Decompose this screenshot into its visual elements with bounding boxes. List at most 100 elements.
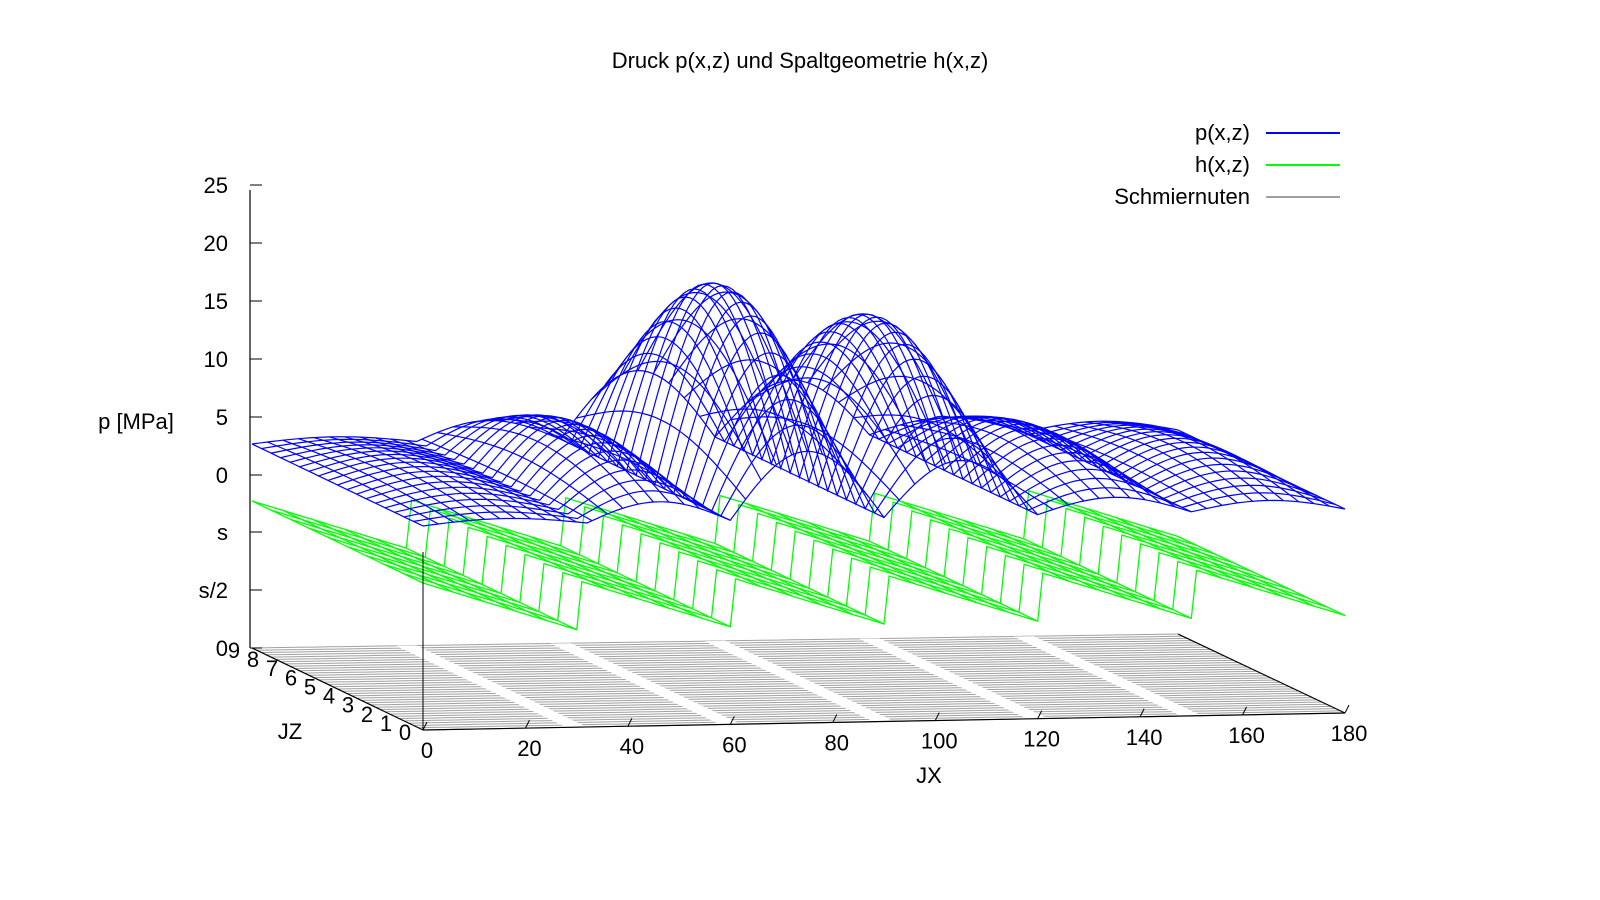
x-tick-label: 60: [722, 732, 746, 757]
pressure-surface: [251, 282, 1346, 527]
x-tick: [934, 712, 940, 721]
gap-mesh-line: [375, 538, 547, 621]
gap-mesh-line: [289, 507, 1216, 568]
gap-mesh-line: [384, 551, 1309, 613]
gap-mesh-line: [327, 525, 1253, 586]
x-tick: [832, 714, 838, 723]
h-tick-label: s: [217, 520, 228, 545]
gap-mesh-line: [899, 500, 1069, 582]
z-tick-label: 0: [216, 463, 228, 488]
z-tick-label: 20: [204, 231, 228, 256]
x-tick: [627, 717, 633, 727]
pressure-mesh-line: [1008, 427, 1177, 508]
chart-title: Druck p(x,z) und Spaltgeometrie h(x,z): [612, 48, 989, 73]
y-tick-label: 9: [228, 638, 240, 663]
z-axis-label: p [MPa]: [98, 409, 174, 434]
z-tick-label: 10: [204, 347, 228, 372]
gap-surface: [251, 490, 1346, 631]
x-tick: [1344, 704, 1350, 714]
pressure-mesh-line: [575, 410, 747, 500]
x-tick: [1037, 710, 1043, 719]
groove-gap: [550, 643, 741, 725]
x-axis-line: [422, 712, 1346, 731]
z-tick-label: 15: [204, 289, 228, 314]
gap-mesh-line: [776, 512, 946, 594]
pressure-mesh-line: [498, 415, 670, 503]
pressure-mesh-line: [1116, 420, 1284, 502]
pressure-mesh-line: [900, 424, 1069, 506]
gap-mesh-line: [365, 543, 1290, 604]
pressure-mesh-line: [714, 436, 885, 519]
pressure-mesh-line: [791, 313, 962, 461]
x-tick-label: 80: [825, 730, 849, 755]
pressure-mesh-line: [1146, 424, 1315, 505]
x-tick-label: 120: [1023, 727, 1060, 752]
pressure-mesh-line: [560, 438, 731, 521]
pressure-mesh-line: [390, 438, 562, 522]
pressure-mesh-line: [468, 418, 639, 505]
x-tick: [1242, 706, 1248, 716]
x-tick: [524, 719, 530, 729]
pressure-mesh-line: [529, 426, 700, 509]
gap-mesh-line: [251, 490, 1179, 550]
pressure-mesh-line: [1162, 426, 1330, 507]
gap-mesh-line: [1054, 498, 1223, 579]
pressure-mesh-line: [1023, 431, 1192, 513]
x-tick-label: 20: [517, 736, 541, 761]
pressure-mesh-line: [652, 291, 824, 455]
pressure-mesh-line: [375, 437, 547, 521]
gap-mesh-line: [622, 514, 793, 597]
y-tick-label: 8: [247, 647, 259, 672]
pressure-mesh-line: [699, 408, 870, 498]
gap-mesh-line: [422, 569, 1346, 631]
gap-mesh-line: [529, 535, 700, 619]
groove-gap: [859, 638, 1048, 719]
gap-mesh-line: [714, 542, 885, 625]
y-tick-label: 4: [323, 684, 335, 709]
gap-mesh-line: [1085, 507, 1254, 589]
gap-mesh-line: [591, 505, 762, 588]
gap-mesh-line: [961, 519, 1131, 601]
pressure-mesh-line: [591, 360, 762, 481]
pressure-mesh-line: [1054, 425, 1223, 506]
pressure-mesh-line: [884, 428, 1054, 511]
gap-mesh-line: [869, 540, 1038, 622]
x-tick: [422, 721, 428, 731]
pressure-mesh-line: [869, 434, 1038, 516]
pressure-mesh-line: [406, 439, 577, 523]
pressure-mesh-line: [915, 420, 1085, 502]
pressure-mesh-line: [1038, 428, 1207, 510]
gap-mesh-line: [560, 545, 731, 628]
y-tick-label: 6: [285, 665, 297, 690]
pressure-mesh-line: [421, 438, 593, 522]
pressure-mesh-line: [344, 436, 516, 519]
x-tick-label: 180: [1331, 721, 1368, 746]
gap-mesh-line: [467, 516, 639, 600]
pressure-mesh-line: [621, 292, 793, 456]
y-tick-label: 0: [399, 720, 411, 745]
groove-gap: [704, 640, 895, 722]
pressure-mesh-line: [977, 419, 1146, 501]
gap-mesh-line: [1146, 526, 1315, 607]
z-tick-label: 25: [204, 173, 228, 198]
gap-mesh-line: [930, 509, 1100, 591]
gap-mesh-line: [251, 500, 424, 584]
pressure-mesh-line: [313, 437, 485, 520]
pressure-mesh-line: [1069, 423, 1238, 504]
pressure-mesh-line: [637, 282, 808, 452]
gap-mesh-line: [403, 560, 1327, 622]
h-tick-label: s/2: [199, 578, 228, 603]
pressure-mesh-line: [282, 439, 455, 523]
gap-mesh-line: [344, 528, 516, 612]
gap-mesh-line: [346, 534, 1271, 595]
x-tick-label: 0: [421, 738, 433, 763]
gap-mesh-line: [498, 526, 670, 609]
pressure-mesh-line: [298, 438, 470, 522]
pressure-mesh-line: [683, 359, 854, 479]
pressure-mesh-line: [545, 432, 716, 515]
gap-mesh-line: [683, 533, 854, 616]
gap-mesh-line: [745, 502, 916, 585]
gap-mesh-line: [652, 524, 823, 606]
